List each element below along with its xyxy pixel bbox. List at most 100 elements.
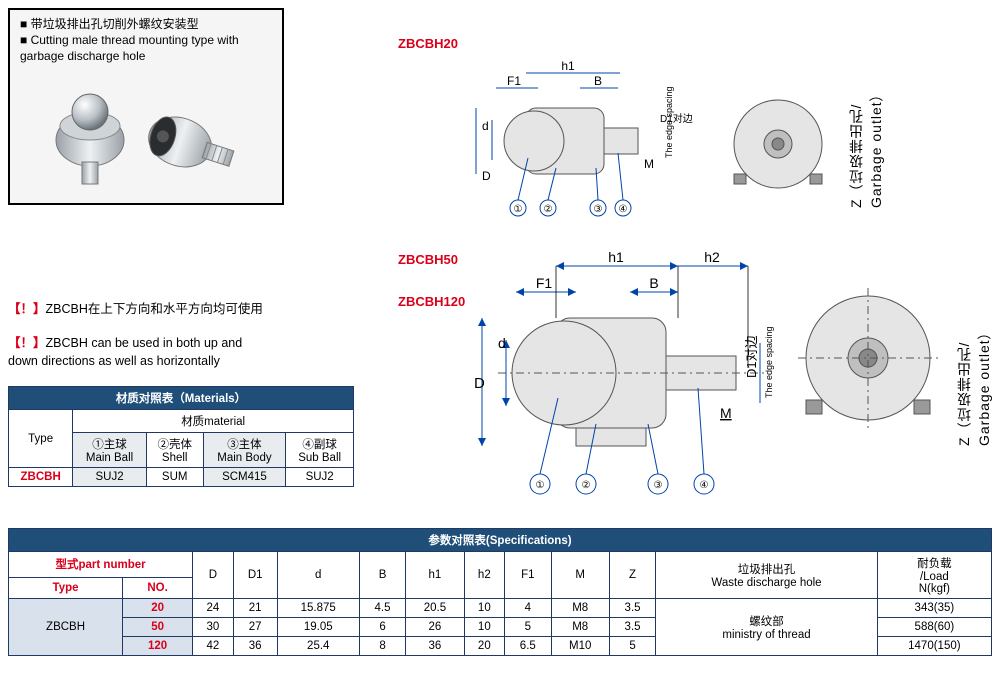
specs-r2-F1: 6.5: [505, 637, 551, 656]
diagram-front-small: [728, 94, 838, 204]
svg-text:M: M: [644, 157, 654, 171]
diagram-side-large: h1 h2 F1 B d D M D1对边 The edge spacing ①: [468, 248, 788, 508]
specs-r2-Z: 5: [609, 637, 655, 656]
page: 带垃圾排出孔切削外螺纹安装型 Cutting male thread mount…: [8, 8, 992, 671]
svg-text:F1: F1: [536, 275, 553, 291]
specs-col-load: 耐负载/LoadN(kgf): [877, 552, 991, 599]
svg-text:①: ①: [514, 204, 523, 215]
specs-no-hdr: NO.: [123, 577, 193, 598]
materials-mat-hdr: 材质material: [73, 410, 354, 433]
materials-v3: SCM415: [203, 468, 286, 487]
specs-col-M: M: [551, 552, 609, 599]
materials-title: 材质对照表（Materials）: [9, 387, 354, 410]
specs-r1-d: 19.05: [277, 618, 359, 637]
svg-text:h2: h2: [704, 249, 720, 265]
specs-r0-Z: 3.5: [609, 599, 655, 618]
specs-col-Z: Z: [609, 552, 655, 599]
notice-en-line2: down directions as well as horizontally: [8, 354, 220, 368]
specs-r2-load: 1470(150): [877, 637, 991, 656]
svg-text:③: ③: [594, 204, 603, 215]
svg-text:D: D: [482, 169, 491, 183]
specs-col-B: B: [359, 552, 405, 599]
materials-col3: ③主体Main Body: [203, 433, 286, 468]
specs-r2-D: 42: [193, 637, 234, 656]
specs-col-D: D: [193, 552, 234, 599]
svg-text:D1对边: D1对边: [744, 335, 759, 378]
code-zbcbh120: ZBCBH120: [398, 294, 465, 309]
materials-v1: SUJ2: [73, 468, 147, 487]
specs-r1-h1: 26: [406, 618, 464, 637]
svg-text:F1: F1: [507, 74, 521, 88]
specs-table: 参数对照表(Specifications) 型式part number D D1…: [8, 528, 992, 656]
specs-r1-load: 588(60): [877, 618, 991, 637]
specs-col-d: d: [277, 552, 359, 599]
specs-r1-M: M8: [551, 618, 609, 637]
specs-r0-no: 20: [123, 599, 193, 618]
photo-caption-zh: 带垃圾排出孔切削外螺纹安装型: [20, 16, 272, 32]
svg-text:②: ②: [582, 480, 591, 491]
specs-col-h1: h1: [406, 552, 464, 599]
svg-text:④: ④: [700, 480, 709, 491]
specs-type-hdr: Type: [9, 577, 123, 598]
svg-text:M: M: [720, 405, 732, 421]
specs-r0-load: 343(35): [877, 599, 991, 618]
specs-r2-h2: 20: [464, 637, 505, 656]
specs-r0-d: 15.875: [277, 599, 359, 618]
svg-text:d: d: [482, 119, 489, 133]
specs-r0-h2: 10: [464, 599, 505, 618]
materials-v2: SUM: [146, 468, 203, 487]
svg-text:④: ④: [619, 204, 628, 215]
specs-r0-h1: 20.5: [406, 599, 464, 618]
notice-zh: 【！】ZBCBH在上下方向和水平方向均可使用: [8, 298, 263, 317]
specs-r2-B: 8: [359, 637, 405, 656]
code-zbcbh20: ZBCBH20: [398, 36, 458, 51]
z-label-top: Z（垃圾排出孔/Garbage outlet）: [846, 18, 886, 208]
diagram-side-small: h1 F1 B d D D1对边 M The edge spacing ① ② …: [468, 58, 718, 228]
specs-col-wdh: 垃圾排出孔Waste discharge hole: [656, 552, 877, 599]
svg-text:h1: h1: [561, 59, 575, 73]
photo-caption-en: Cutting male thread mounting type with g…: [20, 32, 272, 64]
specs-col-F1: F1: [505, 552, 551, 599]
specs-r2-d: 25.4: [277, 637, 359, 656]
specs-pn: 型式part number: [9, 552, 193, 578]
materials-col4: ④副球Sub Ball: [286, 433, 354, 468]
materials-type-hdr: Type: [9, 410, 73, 468]
specs-col-D1: D1: [233, 552, 277, 599]
svg-text:D: D: [474, 375, 485, 392]
specs-r1-no: 50: [123, 618, 193, 637]
materials-col1: ①主球Main Ball: [73, 433, 147, 468]
specs-r2-h1: 36: [406, 637, 464, 656]
materials-v4: SUJ2: [286, 468, 354, 487]
specs-r0-D1: 21: [233, 599, 277, 618]
specs-r2-M: M10: [551, 637, 609, 656]
svg-text:B: B: [594, 74, 602, 88]
code-zbcbh50: ZBCBH50: [398, 252, 458, 267]
notice-en: 【！】ZBCBH can be used in both up and: [8, 332, 242, 351]
svg-text:①: ①: [536, 480, 545, 491]
materials-col2: ②壳体Shell: [146, 433, 203, 468]
specs-col-h2: h2: [464, 552, 505, 599]
specs-mot: 螺纹部ministry of thread: [656, 599, 877, 656]
specs-r1-h2: 10: [464, 618, 505, 637]
specs-r0-F1: 4: [505, 599, 551, 618]
specs-r1-Z: 3.5: [609, 618, 655, 637]
specs-r0-D: 24: [193, 599, 234, 618]
specs-title: 参数对照表(Specifications): [9, 529, 992, 552]
svg-text:The edge spacing: The edge spacing: [664, 86, 674, 158]
svg-text:B: B: [649, 275, 658, 291]
svg-text:h1: h1: [608, 249, 624, 265]
specs-row-type: ZBCBH: [9, 599, 123, 656]
materials-row-type: ZBCBH: [9, 468, 73, 487]
svg-text:d: d: [498, 335, 506, 351]
product-photo-drawing: [30, 82, 260, 197]
specs-r2-D1: 36: [233, 637, 277, 656]
specs-r1-D: 30: [193, 618, 234, 637]
specs-r2-no: 120: [123, 637, 193, 656]
diagram-front-large: [798, 288, 948, 438]
photo-box: 带垃圾排出孔切削外螺纹安装型 Cutting male thread mount…: [8, 8, 284, 205]
specs-r0-B: 4.5: [359, 599, 405, 618]
svg-text:③: ③: [654, 480, 663, 491]
z-label-bottom: Z（垃圾排出孔/Garbage outlet）: [954, 236, 994, 446]
specs-r1-D1: 27: [233, 618, 277, 637]
svg-text:The edge spacing: The edge spacing: [764, 326, 774, 398]
